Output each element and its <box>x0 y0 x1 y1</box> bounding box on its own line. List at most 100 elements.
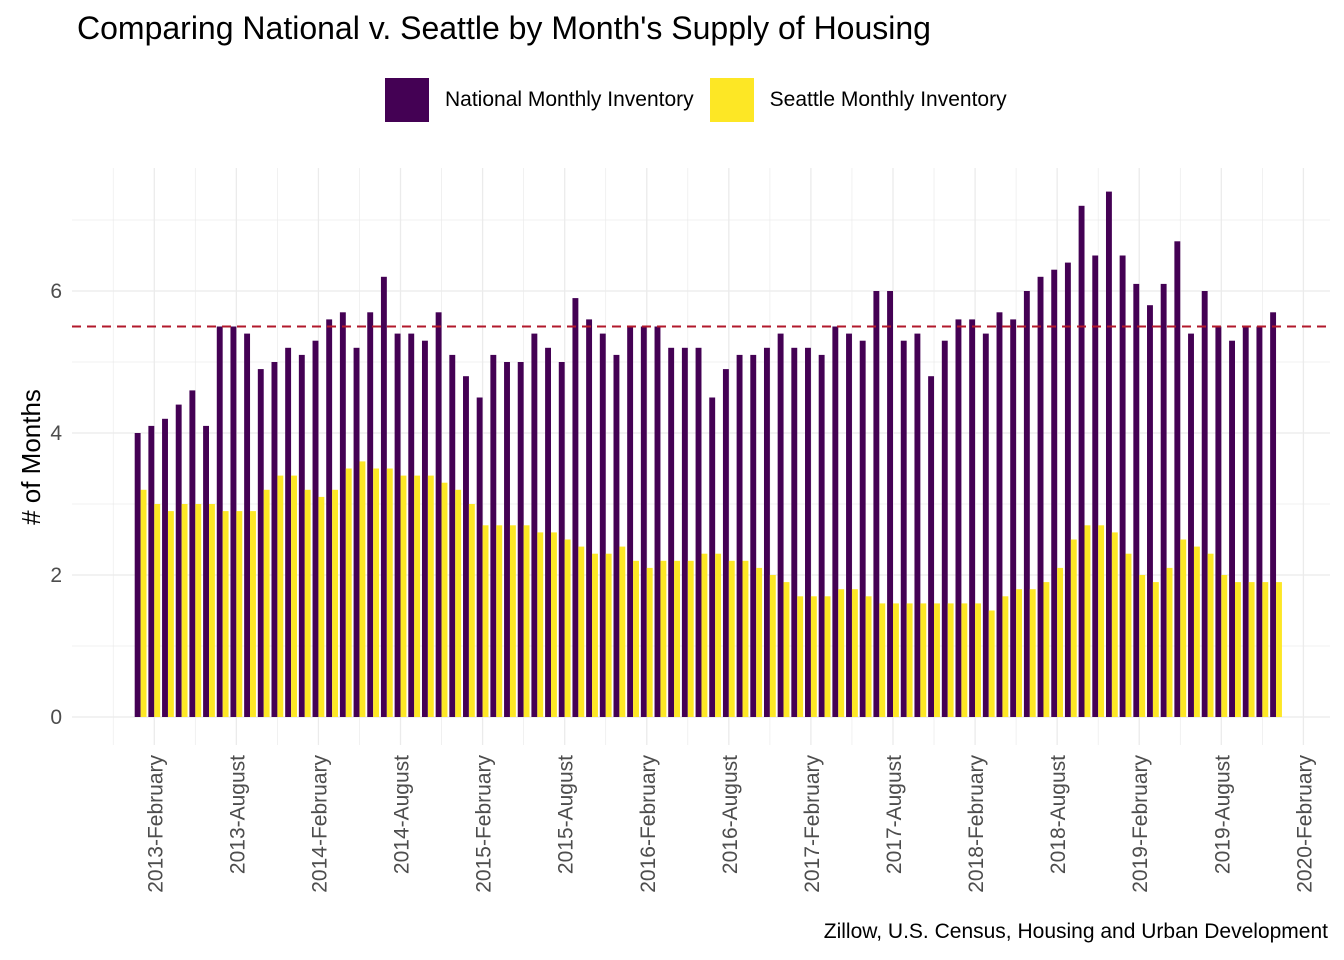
bar-seattle <box>1098 525 1105 717</box>
bar-seattle <box>250 511 256 717</box>
bar-national <box>1105 191 1112 718</box>
bar-seattle <box>947 603 954 717</box>
bar-national <box>955 319 962 717</box>
y-tick-label: 6 <box>50 280 62 303</box>
bar-seattle <box>154 504 161 717</box>
bar-seattle <box>578 546 585 717</box>
bar-national <box>203 425 209 717</box>
bar-national <box>599 333 606 717</box>
bar-national <box>887 291 893 717</box>
bar-seattle <box>701 553 708 717</box>
bar-national <box>1242 326 1249 717</box>
y-axis-title: # of Months <box>16 389 46 525</box>
x-tick-label: 2016-August <box>719 755 742 874</box>
bar-national <box>900 340 907 717</box>
bar-seattle <box>1139 575 1146 717</box>
bar-seattle <box>838 589 845 717</box>
bar-seattle <box>537 532 544 717</box>
bar-seattle <box>1057 567 1064 717</box>
bar-national <box>1119 255 1126 717</box>
bar-seattle <box>824 596 831 717</box>
bar-seattle <box>509 525 516 717</box>
bar-seattle <box>263 489 270 717</box>
bar-seattle <box>1180 539 1187 717</box>
bar-national <box>914 333 921 717</box>
bar-seattle <box>934 603 940 717</box>
bar-seattle <box>400 475 407 717</box>
bar-national <box>230 326 237 717</box>
bar-seattle <box>1276 582 1282 717</box>
legend-item-national: National Monthly Inventory <box>385 78 694 122</box>
bar-seattle <box>468 504 475 717</box>
bar-national <box>736 354 743 717</box>
bar-national <box>668 347 675 717</box>
bar-national <box>572 298 579 717</box>
bar-national <box>969 319 976 717</box>
bar-seattle <box>345 468 352 717</box>
bar-national <box>1092 255 1099 717</box>
bar-seattle <box>687 560 694 717</box>
bar-seattle <box>865 596 872 717</box>
bar-national <box>1215 326 1222 717</box>
bar-national <box>859 340 866 717</box>
bar-national <box>531 333 538 717</box>
bar-national <box>681 347 688 717</box>
bar-national <box>175 404 182 717</box>
bar-seattle <box>783 582 790 717</box>
bar-national <box>449 354 456 717</box>
bar-seattle <box>359 461 366 717</box>
x-tick-label: 2013-February <box>144 755 167 893</box>
bar-seattle <box>646 567 653 717</box>
bar-national <box>1256 326 1263 717</box>
bar-national <box>1229 340 1235 717</box>
bar-seattle <box>1152 582 1159 717</box>
bar-seattle <box>167 511 174 717</box>
bar-national <box>134 433 141 717</box>
bar-seattle <box>975 603 981 717</box>
bar-seattle <box>181 504 188 717</box>
bar-national <box>777 333 784 717</box>
bar-national <box>709 397 716 717</box>
bar-seattle <box>879 603 886 717</box>
legend-item-seattle: Seattle Monthly Inventory <box>709 78 1007 122</box>
x-tick-label: 2013-August <box>226 755 249 874</box>
bar-national <box>257 369 264 717</box>
bar-national <box>982 333 989 717</box>
x-tick-label: 2014-August <box>391 755 414 874</box>
bar-national <box>873 291 880 717</box>
bar-seattle <box>1193 546 1200 717</box>
bar-national <box>545 347 551 717</box>
bar-seattle <box>715 553 722 717</box>
bar-national <box>1133 283 1140 717</box>
bar-seattle <box>427 475 434 717</box>
y-tick-label: 4 <box>50 422 62 445</box>
x-tick-label: 2017-February <box>801 755 824 893</box>
bar-seattle <box>1125 553 1132 717</box>
bar-national <box>326 319 333 717</box>
bar-national <box>722 369 729 717</box>
bar-seattle <box>373 468 380 717</box>
bar-national <box>1174 241 1181 718</box>
bar-national <box>1078 205 1085 718</box>
bar-national <box>1064 262 1071 717</box>
legend-label-national: National Monthly Inventory <box>445 88 694 111</box>
bar-seattle <box>1111 532 1118 717</box>
bar-seattle <box>1166 567 1173 717</box>
bar-seattle <box>619 546 626 717</box>
bar-seattle <box>441 482 448 717</box>
bar-seattle <box>1016 589 1023 717</box>
bar-national <box>818 354 825 717</box>
y-axis: 0 2 4 6 <box>50 280 62 729</box>
bar-seattle <box>961 603 968 717</box>
x-tick-label: 2014-February <box>308 755 331 893</box>
bar-seattle <box>592 553 598 717</box>
bar-national <box>750 354 757 717</box>
bar-national <box>1188 333 1194 717</box>
bar-seattle <box>332 489 339 717</box>
legend-label-seattle: Seattle Monthly Inventory <box>769 88 1007 111</box>
bar-national <box>1147 305 1153 717</box>
bar-seattle <box>1235 582 1241 717</box>
bar-national <box>996 312 1003 717</box>
bar-seattle <box>318 496 325 717</box>
x-tick-label: 2016-February <box>637 755 660 893</box>
